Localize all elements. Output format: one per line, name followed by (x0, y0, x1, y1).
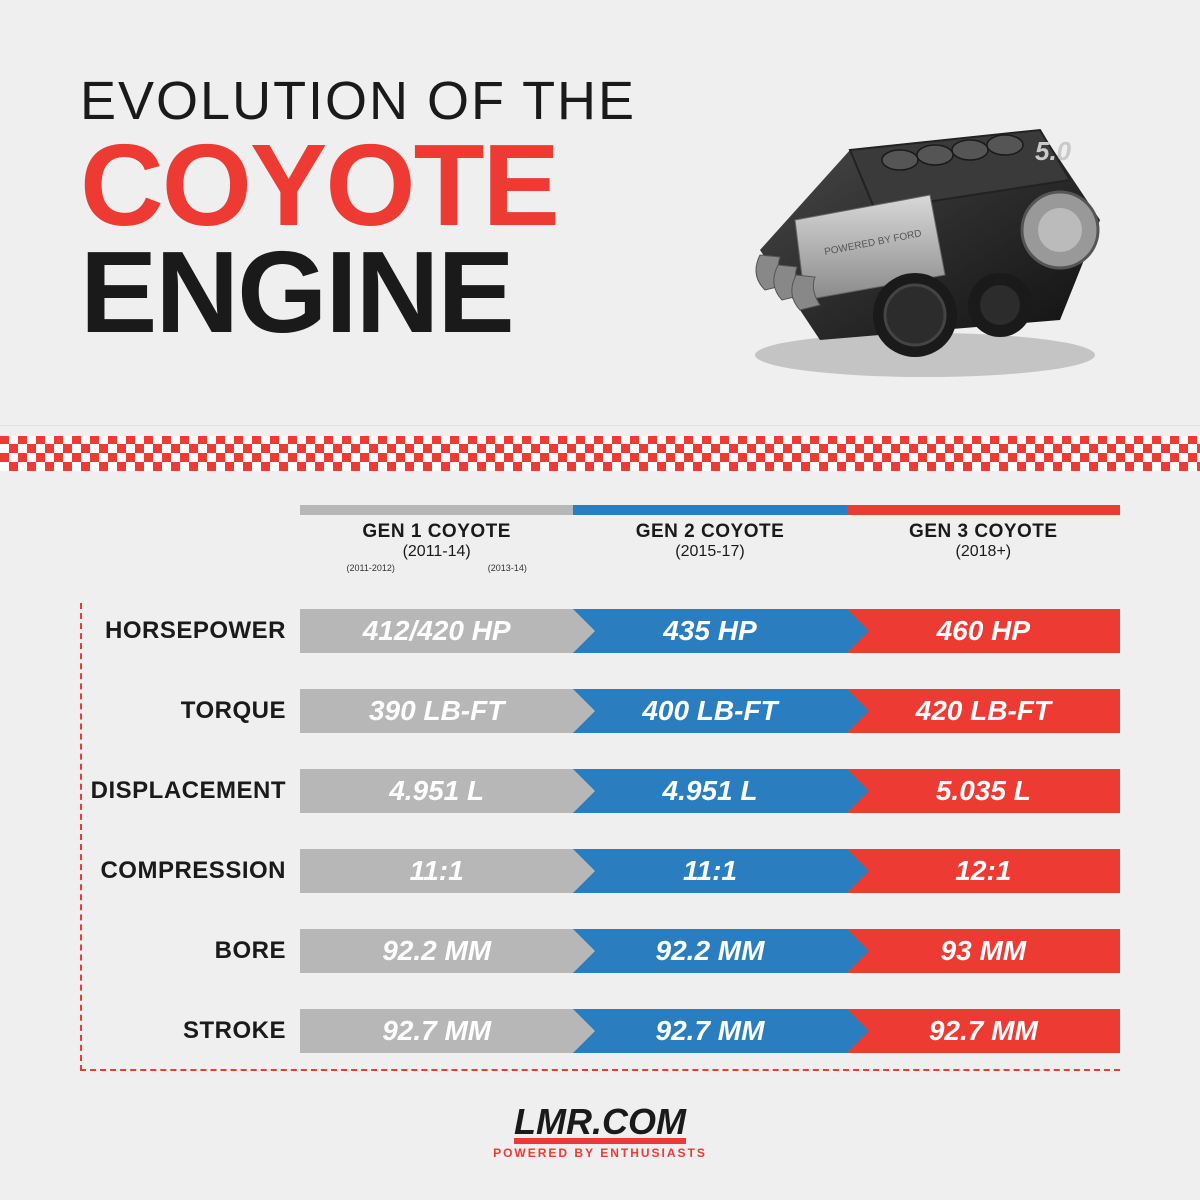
spec-row: TORQUE390 LB-FT400 LB-FT420 LB-FT (82, 683, 1120, 739)
row-bars: 390 LB-FT400 LB-FT420 LB-FT (300, 689, 1120, 733)
spec-row: BORE92.2 MM92.2 MM93 MM (82, 923, 1120, 979)
spec-value: 4.951 L (300, 769, 573, 813)
col-head-gen2: GEN 2 COYOTE (2015-17) (573, 505, 846, 579)
row-bars: 4.951 L4.951 L5.035 L (300, 769, 1120, 813)
svg-text:5.0: 5.0 (1035, 136, 1072, 166)
col-name-gen1: GEN 1 COYOTE (300, 521, 573, 543)
row-label: TORQUE (82, 697, 300, 725)
row-bars: 92.7 MM92.7 MM92.7 MM (300, 1009, 1120, 1053)
col-name-gen3: GEN 3 COYOTE (847, 521, 1120, 543)
row-label: DISPLACEMENT (82, 777, 300, 805)
spec-row: STROKE92.7 MM92.7 MM92.7 MM (82, 1003, 1120, 1059)
swatch-gen3 (847, 505, 1120, 515)
spec-value: 390 LB-FT (300, 689, 573, 733)
spec-value: 5.035 L (847, 769, 1120, 813)
col-years-gen2: (2015-17) (573, 543, 846, 561)
spec-value: 4.951 L (573, 769, 846, 813)
spec-value: 11:1 (300, 849, 573, 893)
spec-value: 93 MM (847, 929, 1120, 973)
spec-value: 92.2 MM (573, 929, 846, 973)
title-line2: COYOTE (80, 132, 636, 239)
spec-value: 435 HP (573, 609, 846, 653)
column-headers: GEN 1 COYOTE (2011-14) (2011-2012) (2013… (300, 505, 1120, 579)
row-bars: 92.2 MM92.2 MM93 MM (300, 929, 1120, 973)
row-label: COMPRESSION (82, 857, 300, 885)
title-block: EVOLUTION OF THE COYOTE ENGINE (80, 70, 636, 345)
swatch-gen2 (573, 505, 846, 515)
spec-row: COMPRESSION11:111:112:1 (82, 843, 1120, 899)
spec-value: 412/420 HP (300, 609, 573, 653)
spec-value: 11:1 (573, 849, 846, 893)
spec-row: DISPLACEMENT4.951 L4.951 L5.035 L (82, 763, 1120, 819)
row-label: HORSEPOWER (82, 617, 300, 645)
engine-image: 5.0 POWERED BY FORD (700, 60, 1130, 380)
spec-rows: HORSEPOWER412/420 HP435 HP460 HP TORQUE39… (80, 603, 1120, 1071)
spec-value: 92.2 MM (300, 929, 573, 973)
spec-row: HORSEPOWER412/420 HP435 HP460 HP (82, 603, 1120, 659)
spec-value: 92.7 MM (573, 1009, 846, 1053)
footer-logo: LMR.COM (0, 1101, 1200, 1144)
col-years-gen1: (2011-14) (300, 543, 573, 561)
row-label: BORE (82, 937, 300, 965)
row-label: STROKE (82, 1017, 300, 1045)
spec-value: 460 HP (847, 609, 1120, 653)
footer: LMR.COM POWERED BY ENTHUSIASTS (0, 1101, 1200, 1160)
checker-divider (0, 425, 1200, 481)
spec-value: 12:1 (847, 849, 1120, 893)
spec-value: 400 LB-FT (573, 689, 846, 733)
col-name-gen2: GEN 2 COYOTE (573, 521, 846, 543)
row-bars: 11:111:112:1 (300, 849, 1120, 893)
spec-table: GEN 1 COYOTE (2011-14) (2011-2012) (2013… (80, 505, 1120, 1071)
footer-tagline: POWERED BY ENTHUSIASTS (0, 1146, 1200, 1160)
spec-value: 92.7 MM (300, 1009, 573, 1053)
row-bars: 412/420 HP435 HP460 HP (300, 609, 1120, 653)
col-head-gen1: GEN 1 COYOTE (2011-14) (2011-2012) (2013… (300, 505, 573, 579)
col-head-gen3: GEN 3 COYOTE (2018+) (847, 505, 1120, 579)
title-line3: ENGINE (80, 239, 636, 346)
spec-value: 420 LB-FT (847, 689, 1120, 733)
col-years-gen3: (2018+) (847, 543, 1120, 561)
col-subyears-gen1: (2011-2012) (2013-14) (300, 563, 573, 573)
spec-value: 92.7 MM (847, 1009, 1120, 1053)
swatch-gen1 (300, 505, 573, 515)
